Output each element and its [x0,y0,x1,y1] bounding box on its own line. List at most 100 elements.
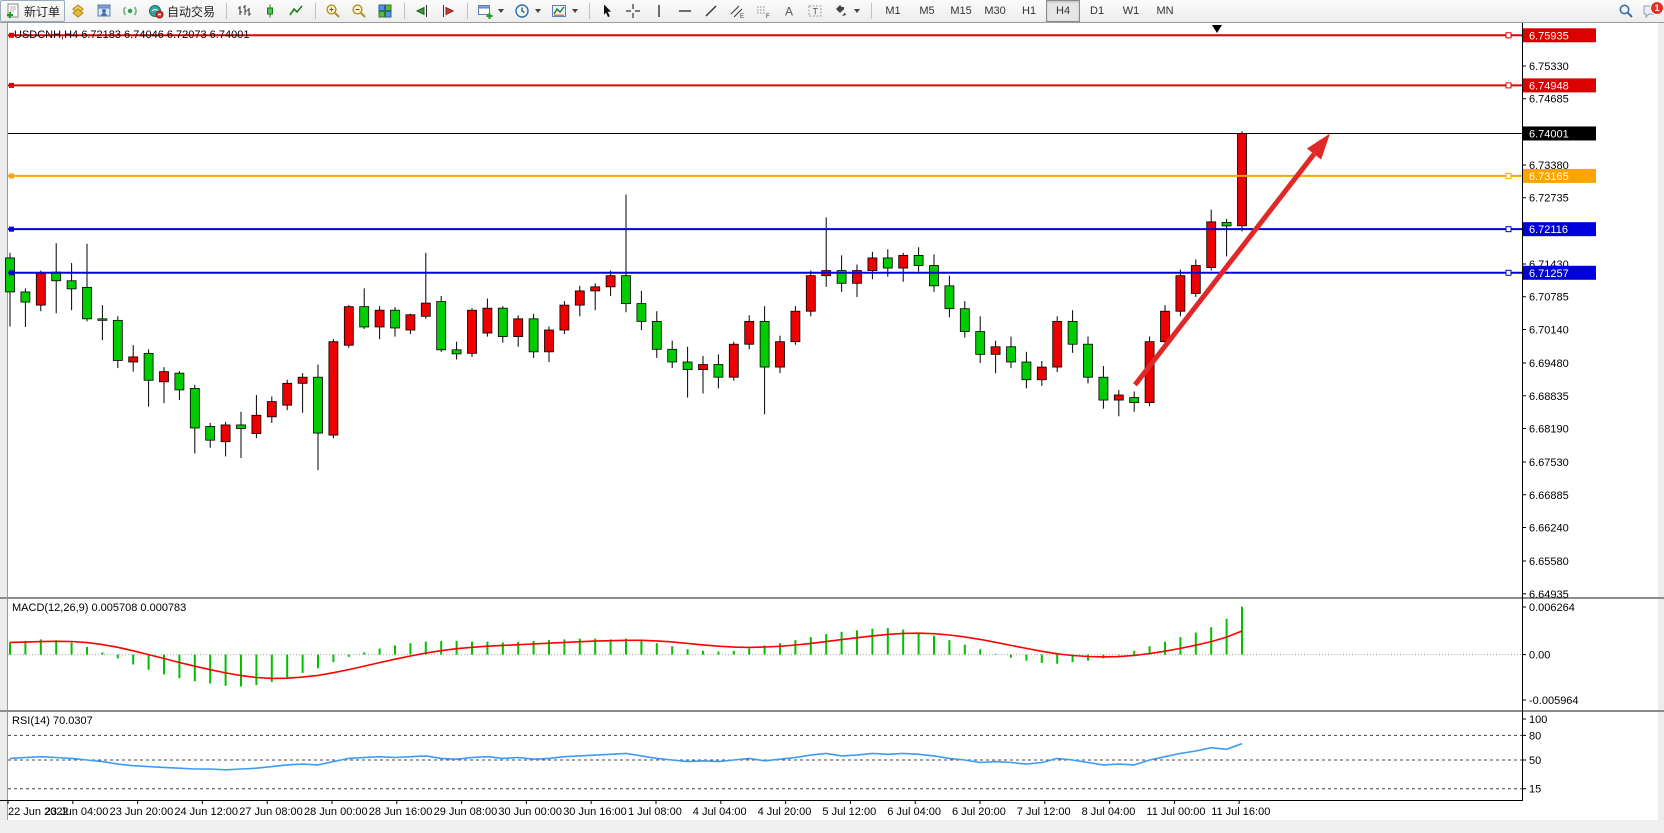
timeframe-button-h4[interactable]: H4 [1046,0,1081,22]
hline-handle[interactable] [1505,32,1512,39]
new-chart-button[interactable] [472,0,509,22]
indicators-button[interactable] [546,0,583,22]
trend-arrow[interactable] [1133,152,1317,387]
hline-handle[interactable] [9,270,14,276]
text-tool-button[interactable]: A [776,0,802,22]
svg-text:6.75935: 6.75935 [1529,30,1569,42]
hline-handle[interactable] [9,82,14,88]
horizontal-line-tool-button[interactable] [672,0,698,22]
cursor-icon [604,4,612,18]
candle-body [898,254,909,269]
svg-text:0.00: 0.00 [1529,650,1550,662]
crosshair-tool-button[interactable] [620,0,646,22]
candle-body [698,364,708,371]
new-order-button[interactable]: 新订单 [0,0,66,22]
timeframe-button-w1[interactable]: W1 [1122,5,1140,17]
hline-handle[interactable] [9,32,14,38]
timeframe-button-m1[interactable]: M1 [885,5,901,17]
svg-text:30 Jun 00:00: 30 Jun 00:00 [498,806,562,818]
tile-windows-button[interactable] [372,0,398,22]
candle-body [297,376,308,384]
candle-body [159,371,169,383]
chart-shift-button[interactable] [409,0,435,22]
market-watch-button[interactable] [65,0,91,22]
timeframe-button-m5[interactable]: M5 [919,5,935,17]
svg-text:11 Jul 16:00: 11 Jul 16:00 [1211,806,1270,818]
clock-icon [515,4,529,18]
text-label-tool-button[interactable]: T [802,0,828,22]
auto-scroll-button[interactable] [435,0,461,22]
candle-body [944,285,955,310]
candle-body [590,286,601,292]
candle-body [1098,376,1109,401]
auto-trading-button[interactable]: 自动交易 [143,0,220,22]
channel-icon: E [730,5,744,19]
period-button[interactable] [509,0,546,22]
svg-text:E: E [740,14,744,19]
candle-body [1190,265,1201,294]
svg-text:6.68190: 6.68190 [1529,423,1569,435]
hline-handle[interactable] [1505,82,1512,89]
svg-text:T: T [813,7,819,17]
cursor-tool-button[interactable] [594,0,620,22]
candle-body [497,307,508,338]
bar-chart-mode-button[interactable] [231,0,257,22]
trendline-tool-button[interactable] [698,0,724,22]
svg-text:F: F [766,14,770,19]
new-chart-icon [478,5,493,19]
candle-body [20,291,31,303]
svg-text:6.65580: 6.65580 [1529,556,1569,568]
hline-handle[interactable] [9,226,14,232]
timeframe-button-mn[interactable]: MN [1156,5,1174,17]
svg-text:50: 50 [1529,755,1541,767]
timeframe-button-d1[interactable]: D1 [1090,5,1105,17]
toolbar-separator [467,3,469,19]
line-chart-mode-button[interactable] [283,0,309,22]
svg-text:22 Jun 2022: 22 Jun 2022 [8,806,69,818]
candle-body [728,343,739,378]
hline-handle[interactable] [1505,226,1512,233]
candle-body [651,320,662,350]
search-icon[interactable] [1618,3,1634,19]
notifications-button[interactable]: 1 [1642,1,1664,19]
zoom-out-button[interactable] [346,0,372,22]
timeframe-button-h1[interactable]: H1 [1022,5,1037,17]
candle-body [759,320,770,368]
arrows-tool-button[interactable] [828,0,865,22]
candle-body [220,424,231,443]
candle-body [343,306,354,346]
svg-text:29 Jun 08:00: 29 Jun 08:00 [434,806,498,818]
equidistant-channel-tool-button[interactable]: E [724,0,750,22]
chart-title: USDCNH,H4 6.72183 6.74046 6.72073 6.7400… [14,29,249,41]
candlestick-mode-button[interactable] [257,0,283,22]
data-window-button[interactable] [91,0,117,22]
svg-text:5 Jul 12:00: 5 Jul 12:00 [822,806,876,818]
chart-shift-icon [415,5,428,17]
vertical-line-tool-button[interactable] [646,0,672,22]
strategy-tester-button[interactable] [117,0,143,22]
toolbar-separator [404,3,406,19]
candle-body [913,254,924,266]
hline-handle[interactable] [1505,172,1512,179]
svg-text:6.75330: 6.75330 [1529,61,1569,73]
candles [5,131,1247,471]
fibonacci-tool-button[interactable]: F [750,0,776,22]
candle-body [1160,310,1170,343]
sonar-icon [123,6,137,16]
timeframe-button-m15[interactable]: M15 [950,5,972,17]
hline-handle[interactable] [1505,269,1512,276]
candle-body [1006,346,1016,363]
arrows-caret-icon [854,9,861,13]
candle-body [97,318,108,321]
hline-handle[interactable] [9,173,14,179]
zoom-in-button[interactable] [320,0,346,22]
candle-body [1221,221,1232,227]
vertical-line-icon [658,5,660,17]
svg-text:6.64935: 6.64935 [1529,589,1569,601]
timeframe-button-m30[interactable]: M30 [984,5,1006,17]
chart-shift-marker-icon[interactable] [1212,25,1222,33]
candle-body [667,348,678,363]
indicators-caret-icon [572,9,579,13]
